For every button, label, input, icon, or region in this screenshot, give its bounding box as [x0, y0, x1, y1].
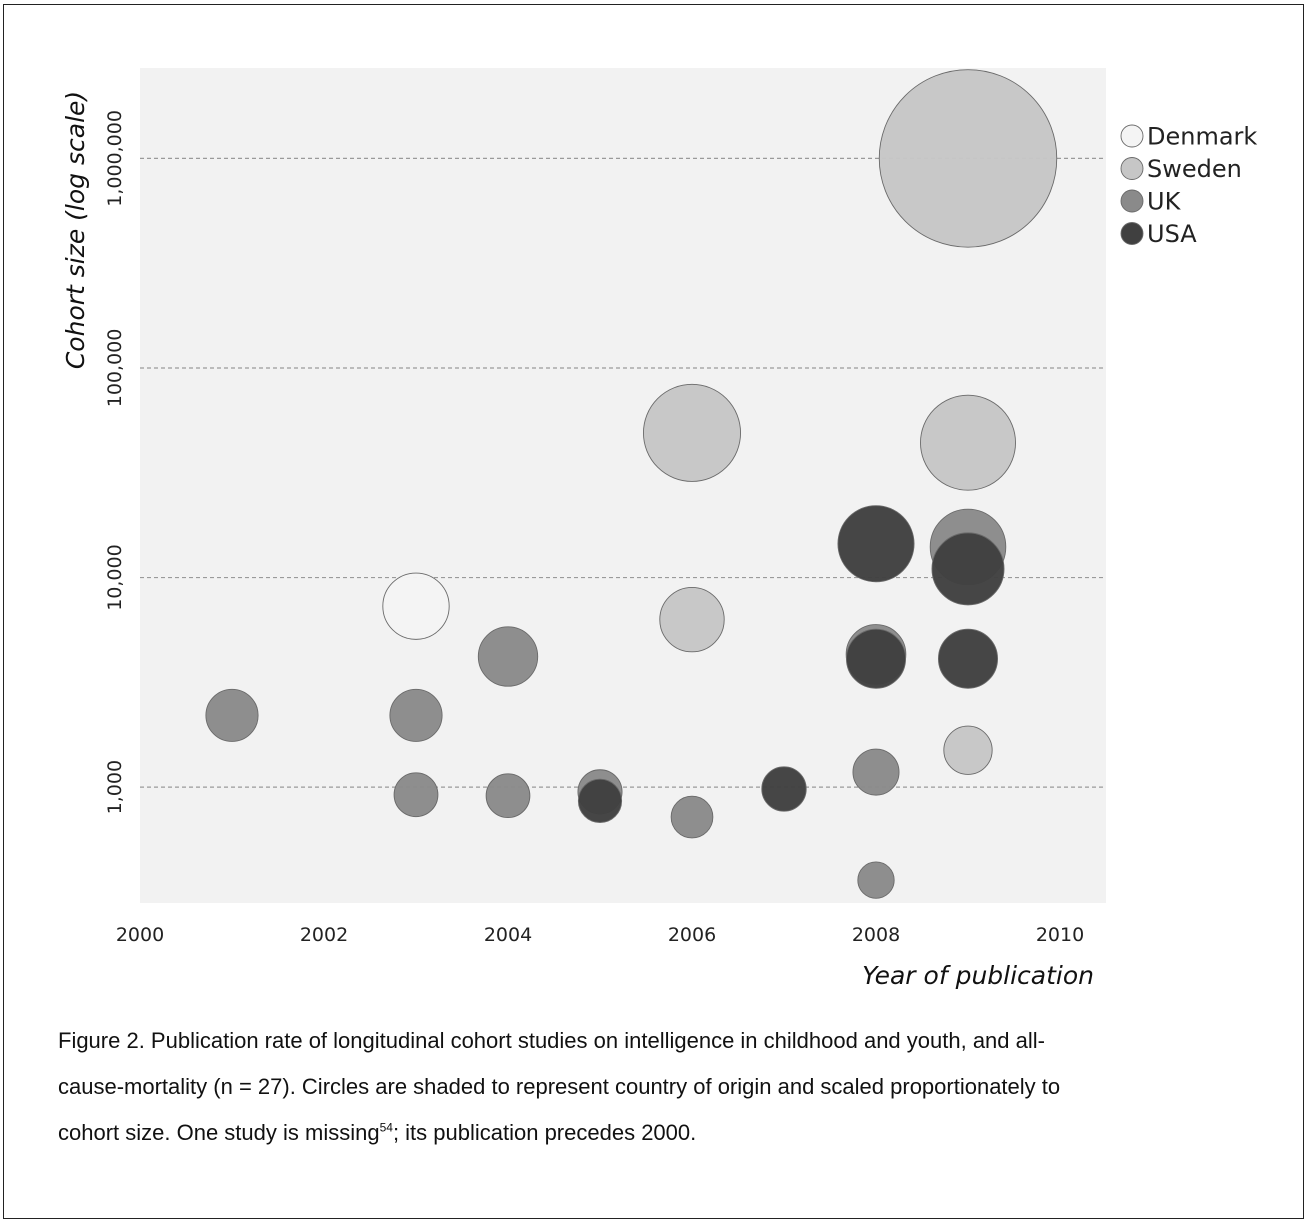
bubble-uk	[393, 772, 439, 818]
bubble-sweden	[642, 383, 742, 482]
legend: Denmark Sweden UK USA	[1120, 123, 1257, 248]
x-axis-title: Year of publication	[862, 961, 1094, 990]
bubble-usa	[837, 505, 915, 583]
y-axis-title: Cohort size (log scale)	[61, 91, 90, 369]
caption-line-3-end: ; its publication precedes 2000.	[392, 1120, 697, 1145]
x-tick-label: 2002	[300, 924, 348, 946]
caption-line-1: Figure 2. Publication rate of longitudin…	[58, 1028, 1045, 1053]
bubble-uk	[389, 688, 443, 742]
bubble-usa	[937, 628, 999, 689]
y-tick-label: 1,000	[104, 760, 126, 814]
figure-caption: Figure 2. Publication rate of longitudin…	[58, 1018, 1258, 1156]
y-tick-label: 1,000,000	[104, 110, 126, 207]
bubble-chart: 1,000 10,000 100,000 1,000,000 2000 2002 2004…	[61, 68, 1257, 990]
bubble-uk	[205, 688, 259, 742]
legend-label-usa: USA	[1147, 220, 1197, 248]
legend-marker-uk	[1120, 189, 1144, 213]
bubble-sweden	[943, 725, 993, 775]
figure-frame	[3, 4, 1304, 1219]
bubble-usa	[931, 532, 1005, 606]
y-axis-ticks: 1,000 10,000 100,000 1,000,000	[104, 110, 126, 814]
bubble-sweden	[920, 394, 1016, 491]
caption-reference: 54	[379, 1120, 393, 1135]
legend-label-uk: UK	[1147, 188, 1182, 216]
legend-marker-usa	[1120, 222, 1144, 245]
x-axis-ticks: 2000 2002 2004 2006 2008 2010	[116, 924, 1084, 946]
bubble-usa	[845, 628, 907, 689]
bubble-denmark	[382, 572, 450, 640]
caption-line-3-text: cohort size. One study is missing	[58, 1120, 380, 1145]
legend-label-denmark: Denmark	[1147, 123, 1257, 151]
x-tick-label: 2004	[484, 924, 532, 946]
bubble-uk	[857, 861, 895, 899]
caption-line-3: cohort size. One study is missing54; its…	[58, 1110, 1258, 1156]
y-tick-label: 100,000	[104, 329, 126, 408]
caption-line-2: cause-mortality (n = 27). Circles are sh…	[58, 1074, 1061, 1099]
bubble-uk	[477, 626, 539, 687]
bubble-sweden	[878, 69, 1058, 248]
x-tick-label: 2008	[852, 924, 900, 946]
bubble-usa	[577, 778, 623, 823]
legend-label-sweden: Sweden	[1147, 155, 1242, 183]
legend-marker-sweden	[1120, 157, 1144, 180]
bubble-uk	[485, 773, 531, 819]
legend-marker-denmark	[1120, 124, 1144, 148]
bubble-uk	[852, 748, 900, 796]
x-tick-label: 2006	[668, 924, 716, 946]
x-tick-label: 2000	[116, 924, 164, 946]
bubble-sweden	[659, 586, 725, 653]
y-tick-label: 10,000	[104, 544, 126, 610]
bubbles	[205, 69, 1058, 899]
x-tick-label: 2010	[1036, 924, 1084, 946]
bubble-uk	[670, 795, 714, 839]
bubble-usa	[761, 766, 807, 812]
